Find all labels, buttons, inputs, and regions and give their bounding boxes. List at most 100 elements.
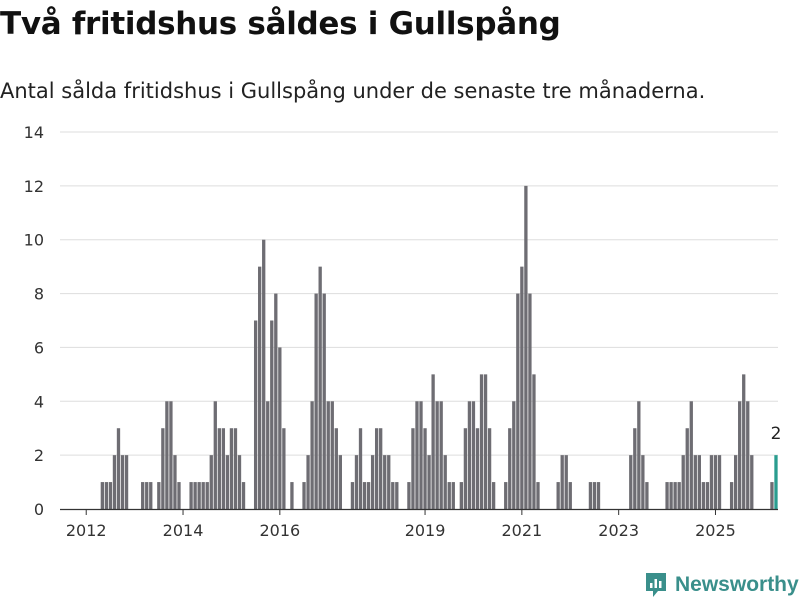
- bar: [471, 401, 476, 509]
- bar: [334, 428, 338, 509]
- bar: [431, 374, 435, 509]
- bar: [447, 482, 451, 509]
- bar: [407, 482, 411, 509]
- bar: [395, 482, 399, 509]
- bar: [633, 428, 637, 509]
- bar: [350, 482, 355, 509]
- bar: [193, 482, 197, 509]
- x-tick-label: 2012: [66, 521, 107, 540]
- bar: [290, 482, 294, 509]
- bar: [733, 455, 738, 509]
- bar: [669, 482, 673, 509]
- bar: [145, 482, 149, 509]
- bar: [512, 401, 516, 509]
- bar: [701, 482, 706, 509]
- bar: [681, 455, 685, 509]
- bar: [217, 428, 221, 509]
- bar: [665, 482, 669, 509]
- bar: [592, 482, 597, 509]
- bar: [201, 482, 205, 509]
- bar: [508, 428, 512, 509]
- bar: [374, 428, 379, 509]
- y-tick-label: 8: [34, 285, 44, 304]
- bar: [709, 455, 714, 509]
- x-tick-label: 2019: [405, 521, 446, 540]
- bar: [383, 455, 387, 509]
- bar: [120, 455, 125, 509]
- bar: [370, 455, 375, 509]
- bar: [221, 428, 226, 509]
- bar: [520, 266, 524, 509]
- bar: [161, 428, 165, 509]
- bar: [116, 428, 121, 509]
- bar: [274, 293, 278, 509]
- bar: [641, 455, 645, 509]
- bar: [568, 482, 572, 509]
- bar: [677, 482, 681, 509]
- bar: [629, 455, 633, 509]
- y-tick-label: 4: [34, 392, 44, 411]
- bar: [314, 293, 318, 509]
- bar: [302, 482, 306, 509]
- x-tick-label: 2021: [502, 521, 543, 540]
- bar: [491, 482, 496, 509]
- bar: [588, 482, 593, 509]
- bar: [338, 455, 342, 509]
- x-tick-label: 2023: [598, 521, 639, 540]
- bar: [225, 455, 230, 509]
- bar: [467, 401, 472, 509]
- bar: [750, 455, 754, 509]
- bar: [270, 320, 274, 509]
- bar: [475, 428, 480, 509]
- bar: [738, 401, 742, 509]
- bar: [697, 455, 701, 509]
- bar: [532, 374, 536, 509]
- bar: [419, 401, 423, 509]
- last-value-label: 2: [771, 424, 782, 444]
- bar: [415, 401, 419, 509]
- bar: [483, 374, 488, 509]
- bar: [112, 455, 117, 509]
- bar: [282, 428, 286, 509]
- bar: [237, 455, 242, 509]
- bar: [536, 482, 540, 509]
- bar: [205, 482, 209, 509]
- bar: [326, 401, 330, 509]
- bar: [379, 428, 383, 509]
- bar: [354, 455, 359, 509]
- bar: [141, 482, 145, 509]
- data-labels: 2: [771, 424, 782, 444]
- bar: [157, 482, 161, 509]
- bar: [564, 455, 568, 509]
- bar: [729, 482, 734, 509]
- bar: [516, 293, 520, 509]
- bar: [318, 266, 322, 509]
- bar: [556, 482, 560, 509]
- bar: [524, 185, 528, 509]
- bar: [746, 401, 750, 509]
- bar: [439, 401, 443, 509]
- bar: [197, 482, 201, 509]
- bar: [427, 455, 431, 509]
- bar: [435, 401, 439, 509]
- bar: [266, 401, 270, 509]
- brand-name: Newsworthy: [675, 573, 799, 596]
- x-tick-label: 2025: [695, 521, 736, 540]
- bar: [423, 428, 427, 509]
- bar: [358, 428, 363, 509]
- bar: [169, 401, 173, 509]
- bar: [213, 401, 217, 509]
- y-tick-label: 6: [34, 338, 44, 357]
- y-axis-ticks: 0 2 4 6 8 10 12 14: [24, 123, 44, 519]
- bar: [366, 482, 371, 509]
- y-tick-label: 14: [24, 123, 44, 142]
- y-tick-label: 0: [34, 500, 44, 519]
- bar: [717, 455, 722, 509]
- bar: [209, 455, 213, 509]
- bar: [596, 482, 601, 509]
- y-tick-label: 2: [34, 446, 44, 465]
- bar: [411, 428, 415, 509]
- bar: [278, 347, 282, 509]
- y-tick-label: 10: [24, 231, 44, 250]
- bar: [233, 428, 238, 509]
